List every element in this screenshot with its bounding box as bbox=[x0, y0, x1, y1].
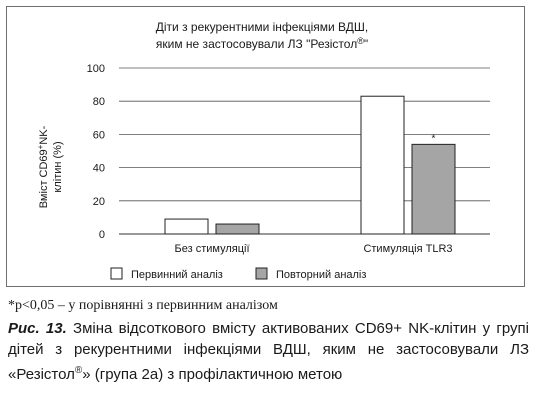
figure-caption: Рис. 13. Зміна відсоткового вмісту актив… bbox=[8, 318, 529, 385]
legend-label-0: Первинний аналіз bbox=[131, 269, 223, 281]
y-tick-labels: 0 20 40 60 80 100 bbox=[87, 63, 105, 241]
chart-title-line2-main: яким не застосовували ЛЗ "Резістол bbox=[156, 37, 357, 51]
y-axis-label-line2: клітин (%) bbox=[52, 141, 64, 192]
footnote: *p<0,05 – у порівнянні з первинним аналі… bbox=[8, 298, 278, 313]
bars bbox=[164, 95, 456, 235]
caption-text: Зміна відсоткового вмісту активованих CD… bbox=[8, 320, 529, 383]
significance-asterisk-0: * bbox=[432, 133, 436, 144]
y-tick-label-60: 60 bbox=[93, 129, 105, 141]
legend-label-1: Повторний аналіз bbox=[276, 269, 366, 281]
legend: Первинний аналіз Повторний аналіз bbox=[110, 267, 366, 281]
bar-series0-cat1 bbox=[360, 95, 405, 235]
y-tick-label-80: 80 bbox=[93, 96, 105, 108]
bar-chart: Діти з рекурентними інфекціями ВДШ, яким… bbox=[36, 20, 490, 281]
caption-text-end: » (група 2а) з профілактичною метою bbox=[82, 366, 343, 383]
category-labels: Без стимуляції Стимуляція TLR3 bbox=[175, 243, 453, 255]
chart-title-line2-end: " bbox=[364, 37, 368, 51]
annotations: * bbox=[432, 133, 436, 144]
bar-series1-cat1 bbox=[411, 143, 456, 235]
chart-title-registered-mark: ® bbox=[357, 36, 364, 46]
y-tick-label-20: 20 bbox=[93, 196, 105, 208]
y-axis-label: Вміст CD69+NK- клітин (%) bbox=[36, 125, 64, 208]
chart-title-line2: яким не застосовували ЛЗ "Резістол®" bbox=[156, 36, 368, 51]
category-label-0: Без стимуляції bbox=[175, 243, 250, 255]
category-label-1: Стимуляція TLR3 bbox=[363, 243, 452, 255]
chart-title-line1: Діти з рекурентними інфекціями ВДШ, bbox=[156, 20, 368, 34]
y-tick-label-100: 100 bbox=[87, 63, 105, 75]
bar-series1-cat0 bbox=[215, 223, 260, 235]
caption-registered-mark: ® bbox=[74, 365, 83, 376]
caption-label: Рис. 13. bbox=[8, 320, 67, 337]
bar-series0-cat0 bbox=[164, 218, 209, 235]
legend-swatch-1 bbox=[255, 267, 268, 280]
y-tick-label-40: 40 bbox=[93, 163, 105, 175]
figure-frame: Діти з рекурентними інфекціями ВДШ, яким… bbox=[6, 6, 525, 287]
legend-swatch-0 bbox=[110, 267, 123, 280]
y-tick-label-0: 0 bbox=[99, 229, 105, 241]
y-axis-label-line1: Вміст CD69+NK- bbox=[36, 125, 50, 208]
